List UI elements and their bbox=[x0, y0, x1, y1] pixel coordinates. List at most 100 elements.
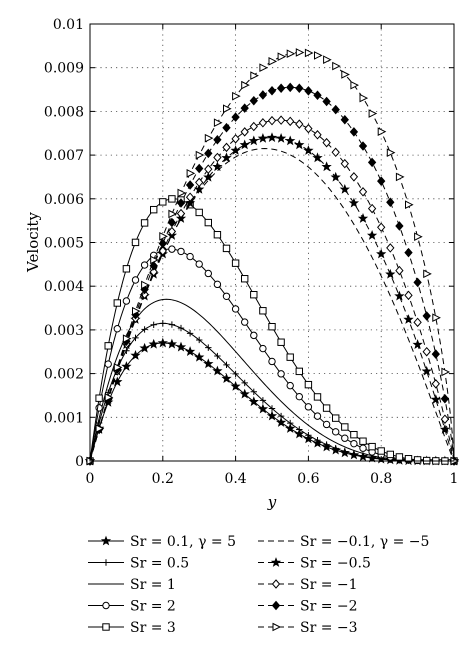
data-point bbox=[194, 183, 205, 194]
data-point bbox=[330, 171, 341, 182]
data-point bbox=[423, 269, 432, 279]
data-point bbox=[431, 379, 440, 389]
data-point bbox=[259, 397, 267, 404]
data-point bbox=[230, 380, 241, 391]
data-point bbox=[271, 579, 281, 589]
data-point bbox=[250, 331, 258, 340]
y-tick-label: 0.01 bbox=[53, 17, 84, 33]
data-point bbox=[323, 55, 332, 65]
series-line bbox=[89, 298, 454, 462]
data-point bbox=[204, 269, 213, 278]
data-point bbox=[332, 61, 341, 71]
data-point bbox=[231, 134, 240, 144]
data-point bbox=[270, 557, 282, 567]
data-point bbox=[102, 601, 110, 610]
x-tick-label: 0.2 bbox=[152, 471, 174, 487]
data-point bbox=[204, 133, 214, 143]
data-point bbox=[313, 130, 322, 140]
data-point bbox=[102, 623, 110, 631]
data-point bbox=[313, 393, 322, 401]
data-point bbox=[368, 109, 378, 118]
data-point bbox=[413, 277, 422, 288]
data-point bbox=[232, 370, 239, 378]
data-point bbox=[313, 90, 322, 101]
data-point bbox=[339, 183, 350, 194]
data-point bbox=[272, 622, 282, 632]
legend-label: Sr = 0.1, γ = 5 bbox=[130, 534, 236, 550]
data-point bbox=[113, 325, 122, 333]
data-point bbox=[266, 410, 278, 421]
data-point bbox=[440, 414, 450, 424]
data-point bbox=[131, 238, 140, 247]
data-point bbox=[249, 95, 258, 106]
data-point bbox=[341, 448, 348, 455]
data-point bbox=[232, 91, 241, 101]
data-point bbox=[321, 161, 332, 172]
legend-label: Sr = −0.5 bbox=[300, 556, 371, 572]
data-point bbox=[348, 197, 360, 208]
y-tick-label: 0.008 bbox=[44, 104, 84, 120]
data-point bbox=[222, 142, 231, 153]
data-point bbox=[277, 412, 285, 420]
data-point bbox=[395, 265, 404, 276]
data-point bbox=[421, 365, 432, 376]
data-point bbox=[295, 367, 304, 376]
y-axis-label: Velocity bbox=[24, 212, 42, 273]
legend-item: Sr = −1 bbox=[258, 577, 358, 593]
data-point bbox=[184, 346, 196, 356]
data-point bbox=[358, 187, 368, 197]
series-line bbox=[89, 51, 455, 462]
data-point bbox=[414, 232, 423, 242]
data-point bbox=[268, 57, 278, 66]
data-point bbox=[248, 135, 259, 146]
data-point bbox=[366, 230, 378, 240]
data-point bbox=[295, 119, 304, 129]
data-point bbox=[231, 112, 240, 122]
data-point bbox=[314, 51, 323, 60]
legend-label: Sr = −1 bbox=[300, 577, 358, 593]
data-point bbox=[214, 352, 221, 360]
data-point bbox=[177, 247, 185, 256]
data-point bbox=[223, 361, 230, 369]
data-point bbox=[213, 231, 222, 239]
data-point bbox=[359, 444, 367, 452]
data-point bbox=[441, 367, 451, 377]
data-point bbox=[257, 133, 269, 143]
data-point bbox=[359, 437, 367, 445]
data-point bbox=[259, 63, 269, 72]
data-point bbox=[266, 132, 278, 142]
data-point bbox=[277, 370, 285, 378]
data-point bbox=[132, 306, 141, 316]
data-point bbox=[203, 358, 214, 369]
legend-item: Sr = −0.1, γ = −5 bbox=[258, 534, 429, 550]
data-point bbox=[296, 426, 303, 433]
series-10 bbox=[86, 48, 460, 466]
legend-item: Sr = 2 bbox=[88, 599, 176, 615]
data-point bbox=[258, 118, 268, 128]
data-point bbox=[303, 145, 314, 155]
data-point bbox=[168, 245, 176, 253]
data-point bbox=[157, 337, 168, 348]
data-point bbox=[150, 321, 157, 328]
data-point bbox=[241, 80, 250, 90]
data-point bbox=[275, 417, 287, 427]
data-point bbox=[286, 49, 296, 58]
series-5 bbox=[86, 195, 458, 465]
y-tick-label: 0.005 bbox=[44, 236, 84, 252]
legend-item: Sr = 3 bbox=[88, 620, 176, 636]
data-point bbox=[412, 339, 423, 349]
data-point bbox=[349, 172, 359, 182]
data-point bbox=[185, 180, 195, 190]
data-point bbox=[194, 351, 205, 362]
data-point bbox=[285, 135, 296, 146]
data-point bbox=[95, 394, 103, 402]
data-point bbox=[259, 307, 267, 315]
data-point bbox=[203, 171, 214, 182]
data-point bbox=[350, 430, 358, 439]
y-tick-label: 0.001 bbox=[44, 410, 84, 426]
data-point bbox=[350, 439, 358, 448]
data-point bbox=[303, 433, 314, 444]
tick-layer: 0 0.2 0.4 0.6 0.8 1 0 0.001 0.002 0.003 0.004 0.005… bbox=[44, 17, 459, 487]
data-point bbox=[403, 314, 414, 324]
data-point bbox=[386, 243, 395, 253]
